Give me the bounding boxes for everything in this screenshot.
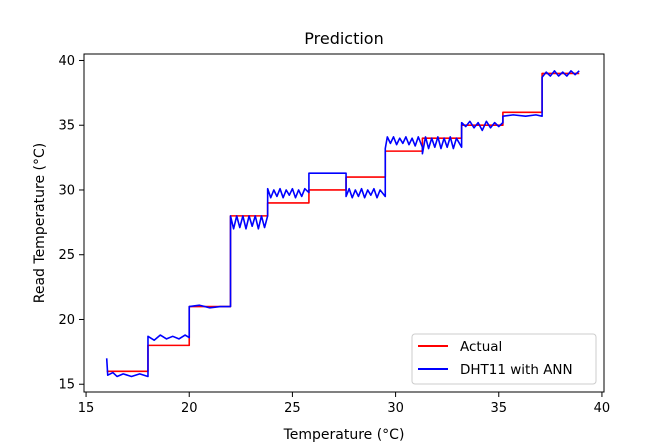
x-axis-label: Temperature (°C) <box>283 427 405 443</box>
legend-label-dht11-ann: DHT11 with ANN <box>460 362 573 378</box>
y-tick-label: 35 <box>58 119 75 134</box>
y-tick-label: 20 <box>58 313 75 328</box>
y-tick-label: 15 <box>58 378 75 393</box>
x-tick-label: 25 <box>284 401 301 416</box>
legend: Actual DHT11 with ANN <box>411 333 597 385</box>
plot-lines <box>105 70 580 378</box>
y-tick-label: 40 <box>58 54 75 69</box>
x-tick-label: 35 <box>490 401 507 416</box>
x-tick-label: 20 <box>181 401 198 416</box>
legend-label-actual: Actual <box>460 339 502 355</box>
chart-title: Prediction <box>304 29 383 48</box>
plot-frame <box>83 53 605 393</box>
y-axis-label: Read Temperature (°C) <box>32 143 48 303</box>
y-axis-ticks: 15 20 25 30 35 40 <box>58 54 84 393</box>
legend-box <box>411 333 597 385</box>
x-tick-label: 15 <box>78 401 95 416</box>
y-tick-label: 30 <box>58 183 75 198</box>
x-axis-ticks: 15 20 25 30 35 40 <box>78 392 610 416</box>
x-tick-label: 40 <box>594 401 611 416</box>
x-tick-label: 30 <box>387 401 404 416</box>
y-tick-label: 25 <box>58 248 75 263</box>
series-line-dht11-ann <box>105 70 580 378</box>
